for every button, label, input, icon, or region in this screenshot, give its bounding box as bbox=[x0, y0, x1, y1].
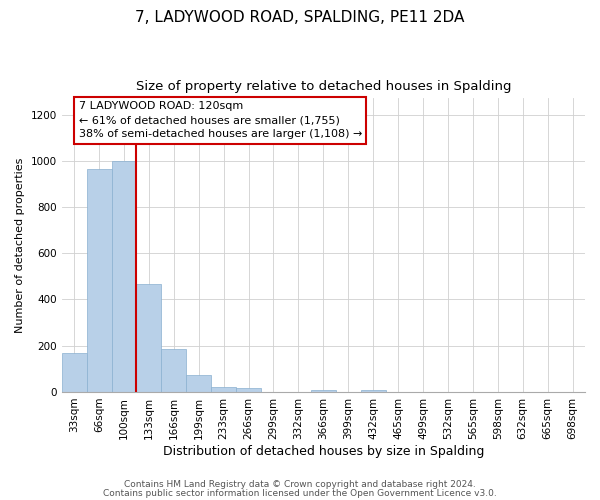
Y-axis label: Number of detached properties: Number of detached properties bbox=[15, 158, 25, 333]
Bar bbox=[236, 388, 261, 392]
Text: Contains public sector information licensed under the Open Government Licence v3: Contains public sector information licen… bbox=[103, 488, 497, 498]
Bar bbox=[112, 161, 136, 392]
Bar bbox=[161, 349, 186, 392]
Text: 7 LADYWOOD ROAD: 120sqm
← 61% of detached houses are smaller (1,755)
38% of semi: 7 LADYWOOD ROAD: 120sqm ← 61% of detache… bbox=[79, 102, 362, 140]
X-axis label: Distribution of detached houses by size in Spalding: Distribution of detached houses by size … bbox=[163, 444, 484, 458]
Text: Contains HM Land Registry data © Crown copyright and database right 2024.: Contains HM Land Registry data © Crown c… bbox=[124, 480, 476, 489]
Bar bbox=[311, 390, 336, 392]
Title: Size of property relative to detached houses in Spalding: Size of property relative to detached ho… bbox=[136, 80, 511, 93]
Bar bbox=[186, 374, 211, 392]
Bar bbox=[361, 390, 386, 392]
Bar bbox=[211, 387, 236, 392]
Text: 7, LADYWOOD ROAD, SPALDING, PE11 2DA: 7, LADYWOOD ROAD, SPALDING, PE11 2DA bbox=[136, 10, 464, 25]
Bar bbox=[136, 284, 161, 392]
Bar bbox=[86, 169, 112, 392]
Bar bbox=[62, 352, 86, 392]
